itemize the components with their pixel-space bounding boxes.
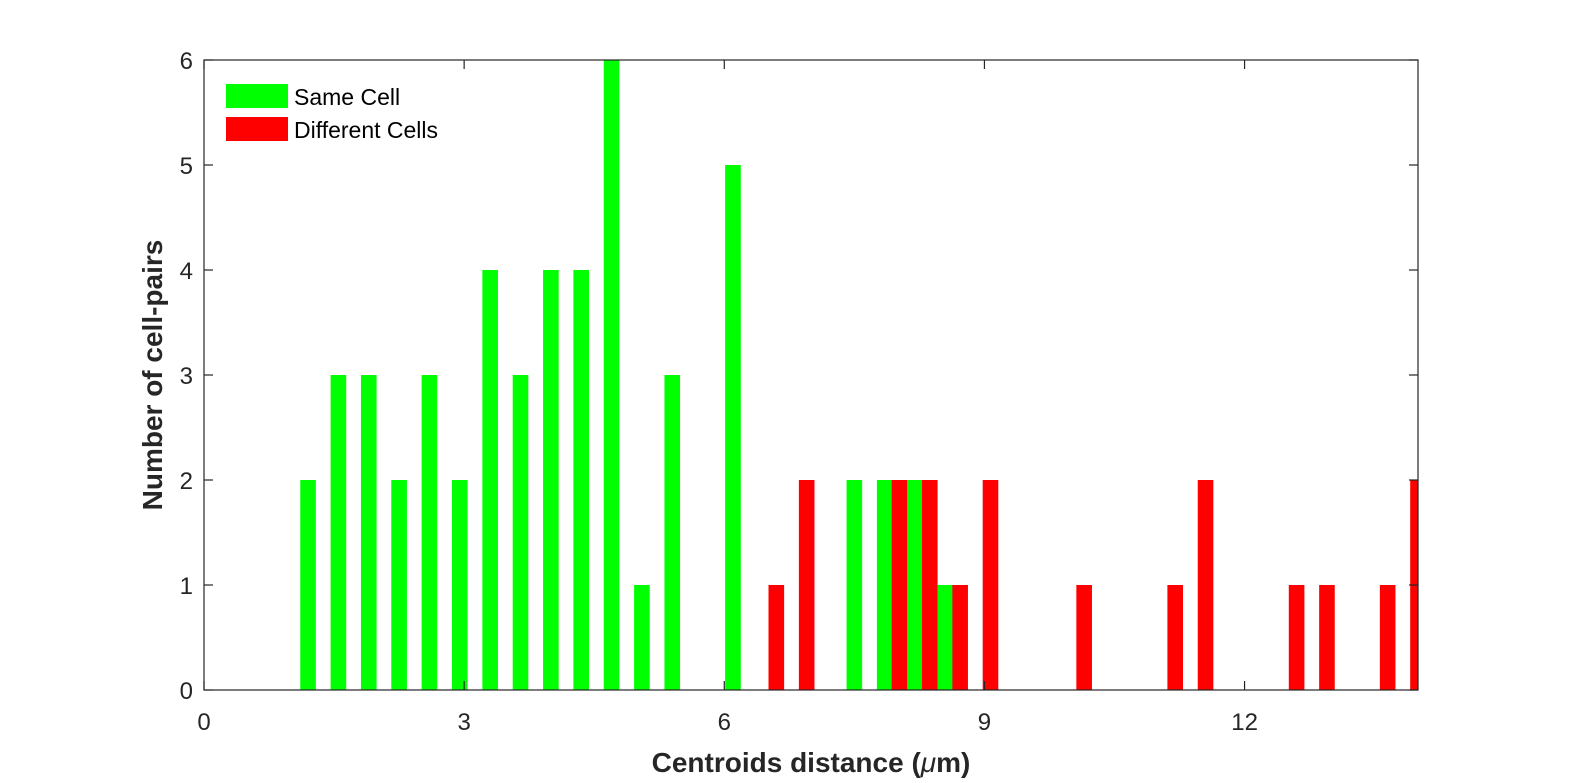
bar-different-cells-1 (798, 480, 815, 690)
y-tick-label-5: 5 (180, 153, 193, 180)
bar-different-cells-8 (1197, 480, 1214, 690)
bar-different-cells-2 (891, 480, 908, 690)
bar-same-cell-6 (482, 270, 498, 690)
y-tick-label-1: 1 (180, 573, 193, 600)
bar-same-cell-7 (512, 375, 529, 690)
bar-same-cell-0 (300, 480, 316, 690)
y-tick-label-6: 6 (180, 48, 193, 75)
bar-different-cells-4 (952, 585, 968, 690)
bar-same-cell-15 (876, 480, 893, 690)
x-tick-label-4: 12 (1231, 709, 1258, 736)
x-tick-label-0: 0 (197, 709, 210, 736)
bar-same-cell-9 (573, 270, 590, 690)
bar-same-cell-3 (391, 480, 407, 690)
bar-different-cells-5 (982, 480, 999, 690)
bar-different-cells-10 (1319, 585, 1335, 690)
x-tick-label-3: 9 (978, 709, 991, 736)
bar-same-cell-11 (634, 585, 650, 690)
y-tick-label-0: 0 (180, 678, 193, 705)
x-axis-title: Centroids distance (μm) (652, 747, 971, 778)
x-tick-labels: 0 3 6 9 12 (197, 709, 1258, 736)
bar-same-cell-13 (725, 165, 741, 690)
bar-same-cell-10 (603, 60, 620, 690)
legend: Same Cell Different Cells (226, 84, 438, 143)
y-tick-label-3: 3 (180, 363, 193, 390)
legend-label-different-cells: Different Cells (294, 117, 438, 143)
bar-different-cells-9 (1288, 585, 1305, 690)
legend-swatch-different-cells (226, 117, 288, 141)
legend-swatch-same-cell (226, 84, 288, 108)
y-tick-labels: 0 1 2 3 4 5 6 (180, 48, 193, 705)
bar-same-cell-14 (846, 480, 863, 690)
y-tick-label-4: 4 (180, 258, 193, 285)
bars-group (300, 60, 1418, 690)
y-tick-label-2: 2 (180, 468, 193, 495)
bar-different-cells-6 (1076, 585, 1092, 690)
y-axis-title: Number of cell-pairs (137, 240, 168, 511)
bar-same-cell-4 (421, 375, 438, 690)
legend-label-same-cell: Same Cell (294, 84, 400, 110)
bar-same-cell-1 (330, 375, 347, 690)
bar-different-cells-3 (921, 480, 938, 690)
x-tick-label-1: 3 (457, 709, 470, 736)
bar-same-cell-17 (937, 585, 954, 690)
plot-frame (203, 59, 1419, 691)
bar-same-cell-2 (360, 375, 377, 690)
bar-same-cell-5 (452, 480, 468, 690)
bar-same-cell-16 (907, 480, 923, 690)
bar-same-cell-12 (664, 375, 681, 690)
bar-different-cells-0 (768, 585, 785, 690)
x-tick-label-2: 6 (718, 709, 731, 736)
bar-same-cell-8 (543, 270, 559, 690)
bar-different-cells-11 (1379, 585, 1396, 690)
bar-different-cells-7 (1167, 585, 1184, 690)
